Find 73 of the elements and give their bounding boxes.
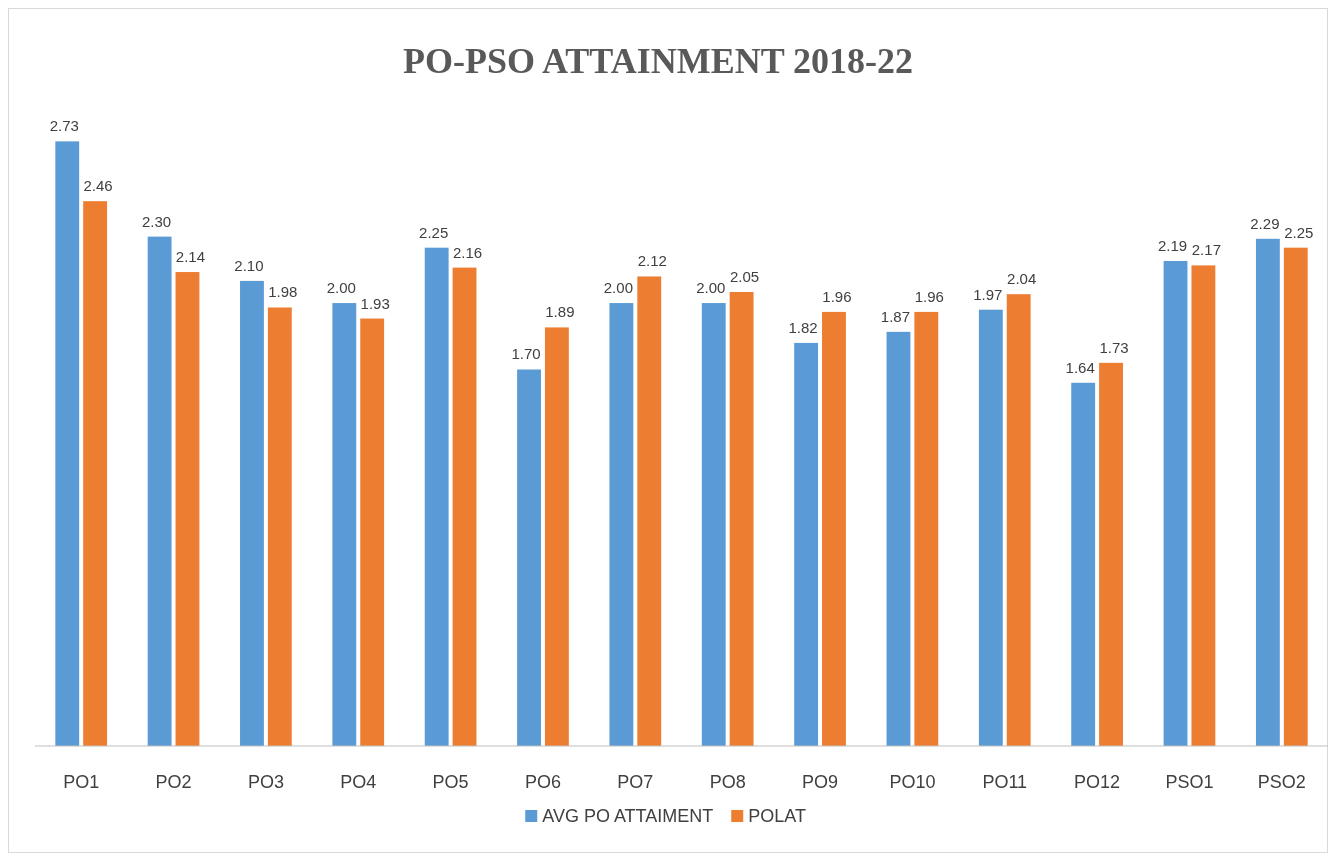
bar bbox=[794, 342, 819, 746]
bar bbox=[424, 247, 449, 746]
data-label: 1.93 bbox=[360, 294, 390, 312]
bar bbox=[1191, 265, 1216, 746]
bar bbox=[1283, 247, 1308, 746]
data-label: 1.97 bbox=[973, 285, 1003, 303]
data-label: 1.89 bbox=[545, 303, 575, 321]
data-label: 1.98 bbox=[268, 283, 298, 301]
legend-label: AVG PO ATTAIMENT bbox=[542, 806, 714, 826]
bar bbox=[1099, 362, 1123, 746]
bar bbox=[267, 307, 292, 746]
data-label: 2.05 bbox=[730, 267, 760, 285]
x-tick-label: PO11 bbox=[982, 772, 1028, 792]
data-label: 2.16 bbox=[452, 243, 483, 261]
x-tick-label: PO8 bbox=[709, 772, 746, 792]
data-label: 2.17 bbox=[1191, 241, 1221, 259]
data-label: 2.25 bbox=[1284, 223, 1314, 241]
bar bbox=[729, 291, 754, 746]
bar bbox=[637, 276, 662, 746]
bar bbox=[147, 236, 172, 746]
bar bbox=[1255, 238, 1280, 746]
x-tick-label: PO12 bbox=[1074, 772, 1121, 792]
data-label: 2.12 bbox=[637, 252, 667, 270]
x-tick-label: PO10 bbox=[889, 772, 936, 792]
data-label: 1.82 bbox=[788, 318, 818, 336]
data-label: 1.64 bbox=[1065, 358, 1095, 376]
bar bbox=[701, 303, 726, 746]
bar bbox=[240, 280, 264, 746]
data-label: 2.30 bbox=[142, 212, 172, 230]
data-label: 1.70 bbox=[511, 345, 541, 363]
data-label: 2.10 bbox=[234, 256, 264, 274]
bar bbox=[822, 311, 846, 746]
bar bbox=[978, 309, 1003, 746]
data-label: 2.00 bbox=[696, 279, 726, 297]
x-tick-label: PO4 bbox=[340, 772, 377, 792]
bar bbox=[452, 267, 477, 746]
data-label: 2.25 bbox=[419, 223, 449, 241]
x-tick-label: PO9 bbox=[802, 772, 839, 792]
x-tick-label: PO3 bbox=[247, 772, 284, 792]
bar bbox=[517, 369, 541, 746]
x-tick-label: PO1 bbox=[63, 772, 100, 792]
bar bbox=[332, 303, 357, 746]
bar bbox=[609, 303, 634, 746]
data-label: 2.00 bbox=[603, 279, 633, 297]
x-tick-label: PSO1 bbox=[1165, 772, 1214, 792]
data-label: 2.19 bbox=[1157, 236, 1188, 254]
bar bbox=[544, 327, 569, 746]
data-label: 1.96 bbox=[822, 287, 852, 305]
data-label: 1.87 bbox=[880, 307, 911, 325]
data-label: 2.14 bbox=[175, 248, 206, 266]
bar bbox=[83, 201, 108, 746]
x-tick-label: PO2 bbox=[155, 772, 192, 792]
x-tick-label: PO5 bbox=[432, 772, 469, 792]
bar bbox=[886, 331, 911, 746]
chart-title: PO-PSO ATTAINMENT 2018-22 bbox=[402, 41, 914, 81]
bar bbox=[914, 311, 939, 746]
data-label: 2.04 bbox=[1007, 270, 1037, 288]
legend-label: POLAT bbox=[748, 806, 806, 826]
x-tick-label: PO6 bbox=[524, 772, 561, 792]
x-tick-label: PSO2 bbox=[1257, 772, 1306, 792]
data-label: 1.73 bbox=[1099, 338, 1129, 356]
x-tick-label: PO7 bbox=[617, 772, 654, 792]
data-label: 2.29 bbox=[1250, 214, 1280, 232]
bar bbox=[55, 141, 80, 746]
bar bbox=[1006, 294, 1031, 746]
bar bbox=[175, 272, 200, 746]
data-label: 1.96 bbox=[914, 287, 944, 305]
bar bbox=[1071, 382, 1096, 746]
bar bbox=[1163, 260, 1188, 746]
data-label: 2.73 bbox=[49, 117, 79, 135]
data-label: 2.46 bbox=[83, 177, 113, 195]
data-label: 2.00 bbox=[326, 279, 356, 297]
bar bbox=[360, 318, 385, 746]
